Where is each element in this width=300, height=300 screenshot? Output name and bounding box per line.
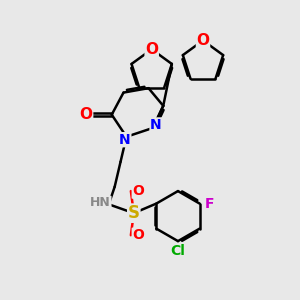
Text: Cl: Cl — [170, 244, 185, 258]
Text: N: N — [150, 118, 162, 132]
Text: O: O — [145, 42, 158, 57]
Text: F: F — [205, 196, 215, 211]
Text: O: O — [80, 107, 93, 122]
Text: S: S — [128, 204, 140, 222]
Text: O: O — [132, 184, 144, 198]
Text: O: O — [132, 228, 144, 242]
Text: N: N — [119, 133, 131, 147]
Text: HN: HN — [90, 196, 111, 209]
Text: O: O — [196, 33, 209, 48]
